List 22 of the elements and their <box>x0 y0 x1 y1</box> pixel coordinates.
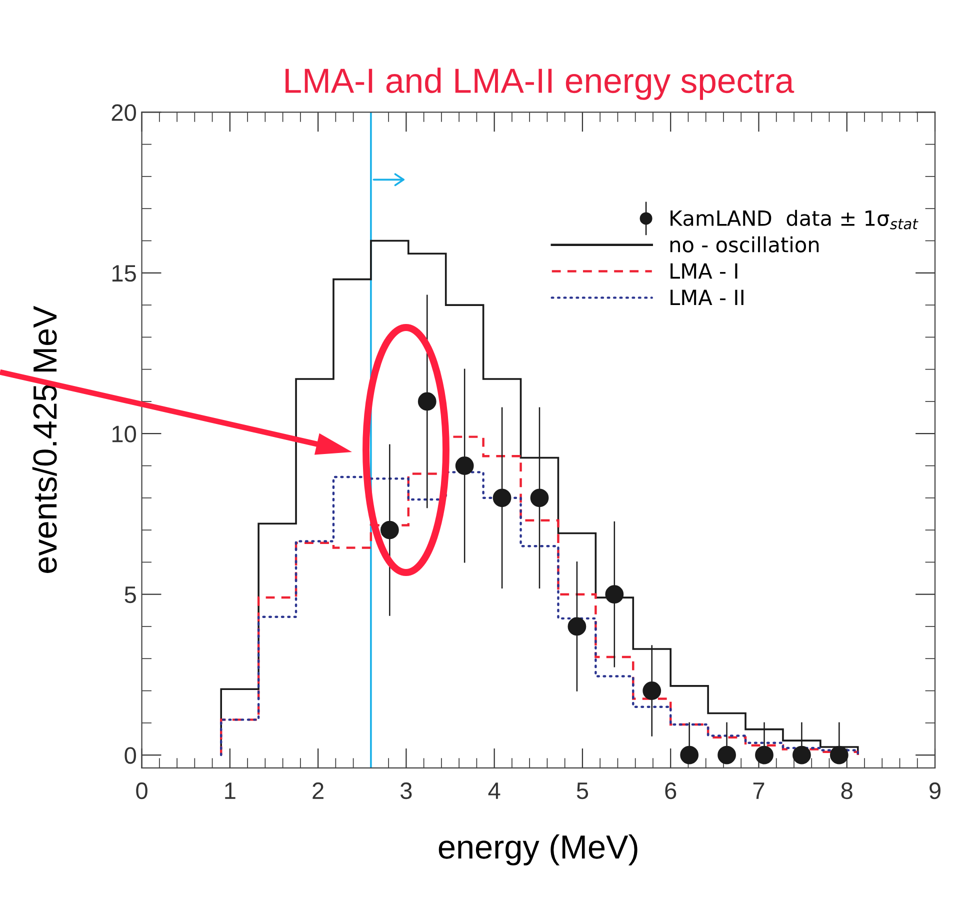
x-tick-label: 7 <box>753 782 764 799</box>
chart-title: LMA-I and LMA-II energy spectra <box>286 68 794 100</box>
x-tick-label: 8 <box>841 782 852 800</box>
y-tick-label: 15 <box>112 265 136 282</box>
x-tick-label: 5 <box>576 782 588 800</box>
y-tick-label: 0 <box>124 747 136 764</box>
x-axis-title: energy (MeV) <box>438 834 638 866</box>
legend-label: LMA - I <box>670 263 738 279</box>
y-tick-label: 20 <box>112 104 136 121</box>
x-tick-label: 2 <box>312 782 324 799</box>
x-tick-label: 3 <box>400 782 412 800</box>
y-axis-title: events/0.425 MeV <box>32 306 57 573</box>
legend-label: LMA - II <box>670 290 744 305</box>
y-tick-label: 5 <box>124 586 136 604</box>
x-tick-label: 6 <box>665 782 676 800</box>
legend-label: no - oscillation <box>670 236 819 252</box>
x-tick-label: 0 <box>136 782 148 800</box>
x-tick-label: 4 <box>488 782 500 799</box>
legend-label: KamLAND data ± 1σ$_{stat}$ <box>670 210 918 230</box>
y-tick-label: 10 <box>112 426 136 442</box>
x-tick-label: 1 <box>225 782 236 799</box>
x-tick-label: 9 <box>930 782 940 800</box>
